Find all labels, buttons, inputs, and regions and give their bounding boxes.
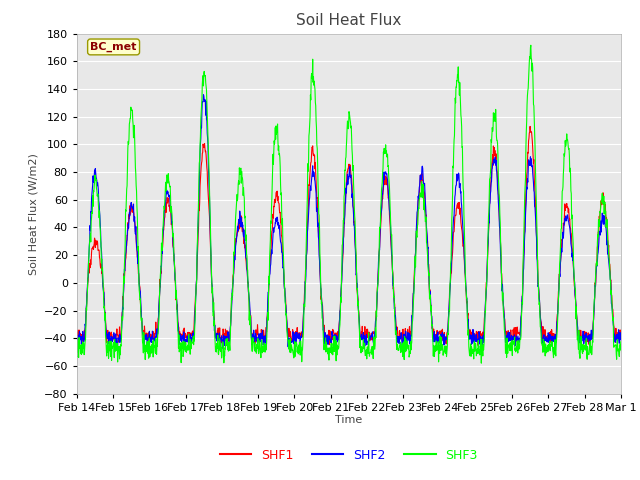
SHF1 xyxy=(433,327,441,333)
SHF2 xyxy=(195,218,202,224)
SHF1 xyxy=(553,317,561,323)
Legend: SHF1, SHF2, SHF3: SHF1, SHF2, SHF3 xyxy=(214,444,483,467)
SHF2 xyxy=(505,335,513,341)
X-axis label: Time: Time xyxy=(335,415,362,425)
SHF2 xyxy=(617,334,625,340)
SHF1 xyxy=(617,330,625,336)
Text: BC_met: BC_met xyxy=(90,42,137,52)
Line: SHF2: SHF2 xyxy=(77,95,621,348)
SHF2 xyxy=(73,335,81,340)
SHF1 xyxy=(255,336,262,342)
Line: SHF1: SHF1 xyxy=(77,126,621,345)
SHF2 xyxy=(113,346,121,351)
Line: SHF3: SHF3 xyxy=(77,45,621,363)
SHF1 xyxy=(526,123,534,129)
SHF1 xyxy=(194,243,202,249)
SHF3 xyxy=(617,339,625,345)
SHF2 xyxy=(181,341,189,347)
SHF3 xyxy=(194,225,202,231)
Y-axis label: Soil Heat Flux (W/m2): Soil Heat Flux (W/m2) xyxy=(29,153,38,275)
SHF2 xyxy=(434,329,442,335)
SHF2 xyxy=(200,92,207,97)
SHF1 xyxy=(73,331,81,336)
SHF3 xyxy=(255,351,262,357)
SHF3 xyxy=(553,331,561,337)
SHF2 xyxy=(255,340,263,346)
SHF1 xyxy=(474,342,482,348)
Title: Soil Heat Flux: Soil Heat Flux xyxy=(296,13,401,28)
SHF3 xyxy=(477,360,485,366)
SHF3 xyxy=(505,343,513,348)
SHF3 xyxy=(73,349,81,355)
SHF2 xyxy=(553,319,561,325)
SHF3 xyxy=(527,42,534,48)
SHF1 xyxy=(505,333,513,339)
SHF3 xyxy=(433,347,441,353)
SHF3 xyxy=(180,347,188,352)
SHF1 xyxy=(180,339,188,345)
